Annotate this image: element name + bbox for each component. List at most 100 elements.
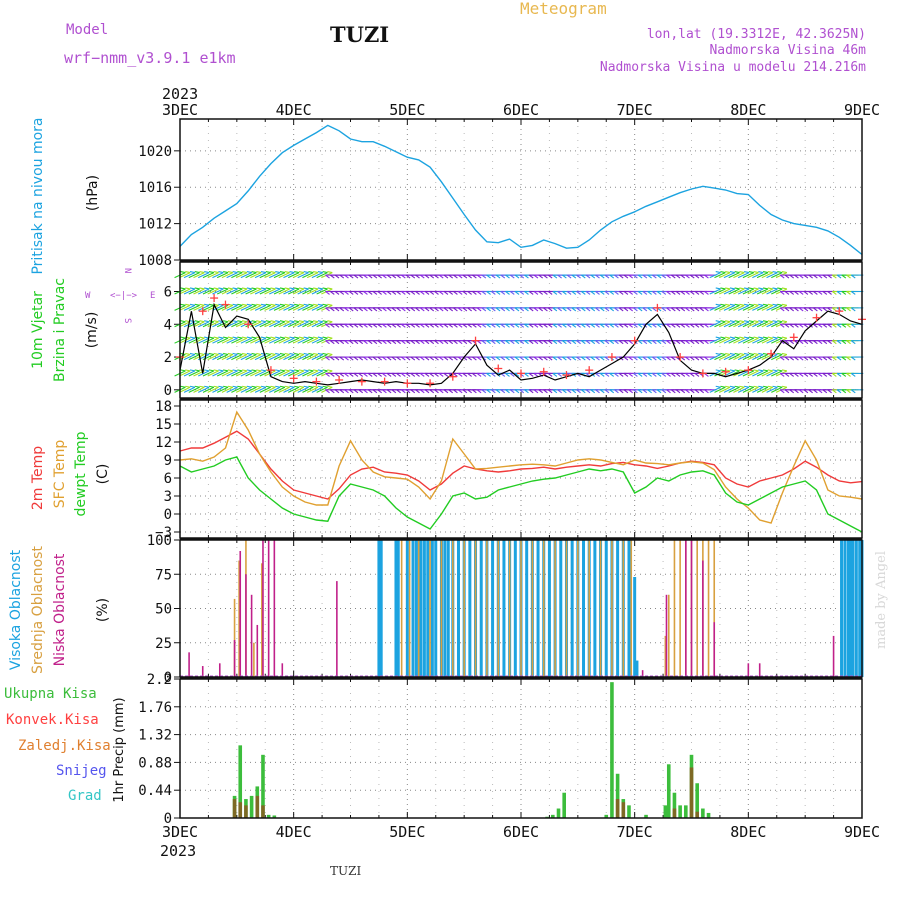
wind-arrow-head — [585, 291, 591, 295]
wind-arrow-head — [308, 336, 314, 339]
wind-arrow-head — [313, 352, 319, 356]
wind-arrow — [723, 337, 736, 344]
wind-arrow-head — [495, 389, 501, 394]
wind-arrow — [216, 304, 229, 311]
wind-arrow-head — [317, 303, 323, 306]
wind-arrow-head — [670, 274, 676, 279]
wind-arrow — [297, 370, 309, 377]
wind-arrow-head — [260, 320, 267, 323]
wind-arrow-head — [543, 340, 548, 345]
wind-arrow — [259, 288, 271, 295]
wind-arrow-head — [199, 287, 205, 290]
wind-arrow-head — [739, 369, 745, 372]
wind-arrow-head — [831, 356, 837, 361]
wind-arrow-head — [689, 340, 695, 345]
wind-arrow-head — [419, 274, 425, 279]
wind-arrow — [221, 272, 234, 279]
wind-arrow — [183, 304, 196, 311]
wind-arrow-head — [377, 274, 382, 279]
wind-arrow — [231, 354, 243, 361]
wind-arrow-head — [744, 385, 750, 388]
wind-arrow-head — [817, 307, 823, 312]
wind-arrow — [226, 272, 238, 279]
wind-arrow-head — [538, 291, 544, 295]
wind-arrow-head — [647, 356, 652, 361]
wind-arrow-head — [841, 323, 847, 328]
wind-arrow-head — [327, 320, 333, 323]
wind-arrow-head — [185, 287, 191, 290]
wind-arrow-head — [434, 291, 439, 295]
cloud-bar-high — [430, 540, 434, 677]
footer-station: TUZI — [330, 864, 361, 878]
wind-arrow — [302, 386, 314, 393]
wind-arrow-head — [453, 340, 458, 345]
wind-arrow-head — [675, 323, 681, 328]
wind-arrow-head — [204, 271, 210, 274]
wind-arrow — [179, 321, 191, 328]
wind-arrow — [718, 304, 731, 311]
wind-arrow-head — [353, 372, 359, 377]
wind-arrow-head — [557, 307, 562, 312]
wind-arrow-head — [803, 291, 809, 295]
wind-arrow-head — [599, 323, 605, 328]
wind-arrow-head — [279, 320, 286, 323]
wind-arrow-head — [633, 372, 638, 377]
wind-arrow-head — [194, 287, 200, 290]
wind-arrow-head — [348, 307, 354, 312]
wind-arrow-head — [490, 389, 496, 394]
wind-arrow-head — [822, 372, 828, 377]
wind-arrow-head — [739, 320, 745, 323]
wind-arrow-head — [652, 291, 657, 295]
wind-arrow-head — [509, 307, 515, 312]
ytick-label: 3 — [164, 489, 172, 505]
temp-unit: (C) — [95, 464, 111, 485]
wind-arrow-head — [623, 323, 629, 328]
wind-arrow-head — [334, 389, 340, 394]
wind-arrow-head — [813, 372, 818, 377]
wind-arrow — [306, 386, 319, 393]
wind-arrow-head — [652, 274, 657, 279]
wind-arrow-head — [490, 307, 496, 312]
wind-arrow-head — [758, 303, 764, 306]
wind-arrow-head — [772, 369, 778, 372]
wind-arrow-head — [566, 291, 572, 295]
wind-arrow-head — [246, 336, 252, 339]
wind-arrow-head — [685, 389, 690, 394]
ytick-label: 1016 — [138, 180, 172, 196]
wind-arrow — [737, 386, 750, 393]
wind-arrow-head — [246, 287, 252, 290]
wind-arrow-head — [725, 352, 731, 356]
wind-arrow — [756, 304, 769, 311]
cloud-bar-high — [843, 540, 847, 677]
cloud-low-label: Niska Oblacnost — [52, 553, 68, 666]
wind-arrow-head — [846, 274, 851, 279]
wind-arrow-head — [623, 389, 629, 394]
wind-arrow-head — [846, 389, 851, 394]
wind-arrow-head — [227, 271, 233, 274]
wind-arrow-head — [339, 323, 345, 328]
wind-arrow — [179, 272, 191, 279]
wind-unit: (m/s) — [84, 312, 100, 349]
precip-bar-total — [551, 814, 555, 818]
wind-arrow — [254, 386, 267, 393]
precip-bar-total — [249, 795, 254, 818]
wind-arrow-head — [289, 271, 295, 274]
wind-arrow-head — [817, 291, 823, 295]
precip-bar-total — [695, 783, 699, 818]
wind-arrow-head — [623, 307, 629, 312]
wind-arrow-head — [798, 340, 804, 345]
wind-title: 10m Vjetar — [30, 291, 46, 369]
wind-arrow-head — [642, 307, 648, 312]
wind-arrow-head — [472, 291, 477, 295]
wind-arrow-head — [382, 307, 387, 312]
wind-arrow-head — [685, 372, 690, 377]
wind-arrow-head — [841, 372, 847, 377]
wind-arrow-head — [204, 352, 210, 356]
wind-arrow-head — [189, 271, 196, 274]
cloud-bar-high — [446, 540, 450, 677]
wind-arrow-head — [704, 340, 709, 345]
precip-bar-conv — [695, 811, 699, 818]
wind-arrow-head — [472, 323, 477, 328]
wind-arrow — [188, 354, 200, 361]
wind-arrow-head — [670, 389, 676, 394]
